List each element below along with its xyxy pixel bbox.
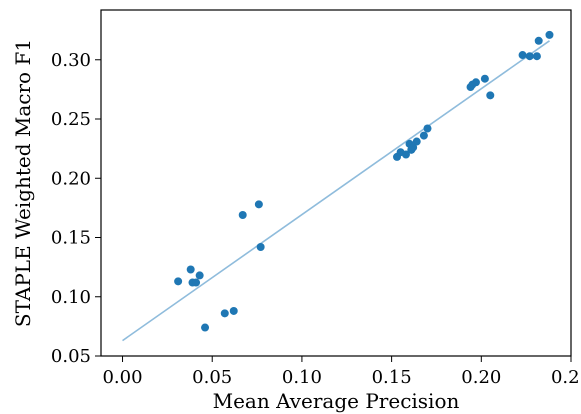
plot-frame <box>100 9 572 357</box>
data-point <box>525 52 534 61</box>
data-point <box>195 271 204 280</box>
axes-layer <box>100 9 572 357</box>
data-point <box>186 265 195 274</box>
x-ticks: 0.00 0.05 0.10 0.15 0.20 0.25 <box>102 356 581 388</box>
y-tick-label: 0.05 <box>51 346 91 367</box>
data-point <box>486 91 495 100</box>
data-point <box>471 78 480 87</box>
data-point <box>534 36 543 45</box>
x-tick-label: 0.00 <box>102 367 142 388</box>
data-point <box>532 52 541 61</box>
x-tick-label: 0.15 <box>372 367 412 388</box>
data-point <box>401 150 410 159</box>
y-axis-label: STAPLE Weighted Macro F1 <box>11 39 35 327</box>
data-point <box>174 277 183 286</box>
data-point <box>256 242 265 251</box>
data-point <box>229 306 238 315</box>
data-point <box>545 30 554 39</box>
data-point <box>423 124 432 133</box>
y-tick-label: 0.30 <box>51 50 91 71</box>
data-point <box>409 143 418 152</box>
x-tick-label: 0.05 <box>192 367 232 388</box>
data-point <box>254 200 263 209</box>
trendline <box>122 40 550 342</box>
data-point <box>238 210 247 219</box>
x-tick-label: 0.10 <box>282 367 322 388</box>
y-ticks: 0.05 0.10 0.15 0.20 0.25 0.30 <box>51 50 101 367</box>
x-tick-label: 0.20 <box>461 367 501 388</box>
data-point <box>192 278 201 287</box>
data-point <box>419 131 428 140</box>
data-point <box>201 323 210 332</box>
data-point <box>480 74 489 83</box>
points-layer <box>174 30 554 332</box>
data-point <box>412 137 421 146</box>
y-tick-label: 0.20 <box>51 168 91 189</box>
y-tick-label: 0.25 <box>51 109 91 130</box>
data-point <box>220 309 229 318</box>
x-axis-label: Mean Average Precision <box>213 389 460 413</box>
y-tick-label: 0.10 <box>51 287 91 308</box>
y-tick-label: 0.15 <box>51 228 91 249</box>
data-point <box>518 51 527 60</box>
x-tick-label: 0.25 <box>551 367 581 388</box>
trendline-layer <box>122 40 550 342</box>
